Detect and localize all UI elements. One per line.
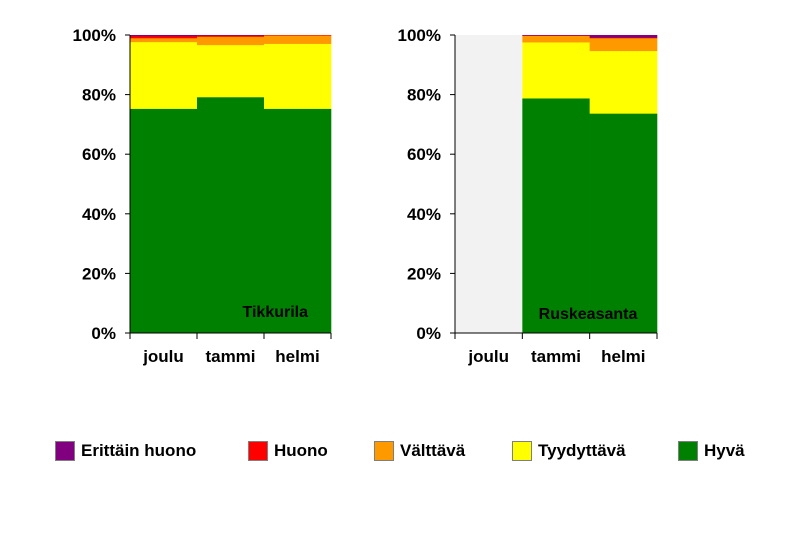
station-label: Ruskeasanta [539, 306, 638, 323]
bar-segment-helmi-tyydyttava [264, 43, 332, 109]
bar-segment-tammi-tyydyttava [197, 44, 265, 98]
bar-segment-tammi-erittain-huono [197, 35, 265, 36]
x-tick-label: helmi [275, 347, 319, 366]
legend-swatch [512, 441, 532, 461]
bar-segment-helmi-valttava [264, 35, 332, 44]
legend-swatch [55, 441, 75, 461]
x-tick-label: tammi [205, 347, 255, 366]
bar-segment-tammi-valttava [522, 35, 590, 43]
y-tick-label: 40% [82, 205, 116, 224]
bar-segment-helmi-tyydyttava [589, 50, 658, 114]
bar-segment-joulu-hyva [130, 108, 198, 334]
bar-segment-helmi-hyva [589, 113, 658, 334]
legend-swatch [374, 441, 394, 461]
chart-panel-tikkurila: 0% 20% 40% 60% 80% 100% joulu tammi helmi Tikkuri… [73, 26, 332, 366]
x-tick-label: helmi [601, 347, 645, 366]
bar-segment-tammi-valttava [197, 36, 265, 46]
y-tick-label: 80% [82, 86, 116, 105]
y-tick-label: 0% [416, 324, 441, 343]
legend-swatch [248, 441, 268, 461]
x-tick-label: joulu [467, 347, 509, 366]
bar-segment-tammi-hyva [522, 98, 590, 334]
legend-item-huono: Huono [248, 437, 328, 465]
station-label: Tikkurila [242, 304, 308, 321]
bar-segment-joulu-valttava [130, 37, 198, 43]
bar-segment-tammi-tyydyttava [522, 42, 590, 99]
chart-panel-ruskeasanta: 0% 20% 40% 60% 80% 100% joulu tammi helmi Ruskeas… [398, 26, 658, 366]
y-tick-label: 100% [398, 26, 441, 45]
legend: Erittäin huono Huono Välttävä Tyydyttävä… [0, 437, 812, 465]
x-tick-label: tammi [531, 347, 581, 366]
bar-segment-tammi-hyva [197, 96, 265, 334]
bar-segment-joulu-huono [130, 35, 198, 39]
legend-item-valttava: Välttävä [374, 437, 465, 465]
legend-item-tyydyttava: Tyydyttävä [512, 437, 626, 465]
legend-label: Hyvä [704, 441, 745, 460]
bar-segment-helmi-erittain-huono [589, 35, 658, 38]
legend-label: Tyydyttävä [538, 441, 626, 460]
y-tick-label: 60% [407, 145, 441, 164]
legend-swatch [678, 441, 698, 461]
y-tick-label: 100% [73, 26, 116, 45]
bar-segment-helmi-hyva [264, 108, 332, 334]
y-tick-label: 20% [407, 264, 441, 283]
bar-segment-helmi-huono [264, 35, 332, 36]
legend-item-hyva: Hyvä [678, 437, 745, 465]
legend-label: Välttävä [400, 441, 466, 460]
legend-item-erittain-huono: Erittäin huono [55, 437, 196, 465]
y-tick-label: 0% [91, 324, 116, 343]
y-tick-label: 60% [82, 145, 116, 164]
bar-segment-tammi-huono [197, 35, 265, 37]
bar-segment-helmi-huono [589, 37, 658, 39]
bar-segment-joulu-tyydyttava [130, 41, 198, 109]
y-tick-label: 20% [82, 264, 116, 283]
bar-segment-joulu-erittain-huono [130, 35, 198, 37]
bar-segment-tammi-erittain-huono [522, 35, 590, 36]
legend-label: Huono [274, 441, 328, 460]
x-tick-label: joulu [142, 347, 184, 366]
bar-segment-helmi-valttava [589, 37, 658, 52]
bar-empty-joulu [455, 35, 523, 333]
legend-label: Erittäin huono [81, 441, 197, 460]
y-tick-label: 80% [407, 86, 441, 105]
y-tick-label: 40% [407, 205, 441, 224]
